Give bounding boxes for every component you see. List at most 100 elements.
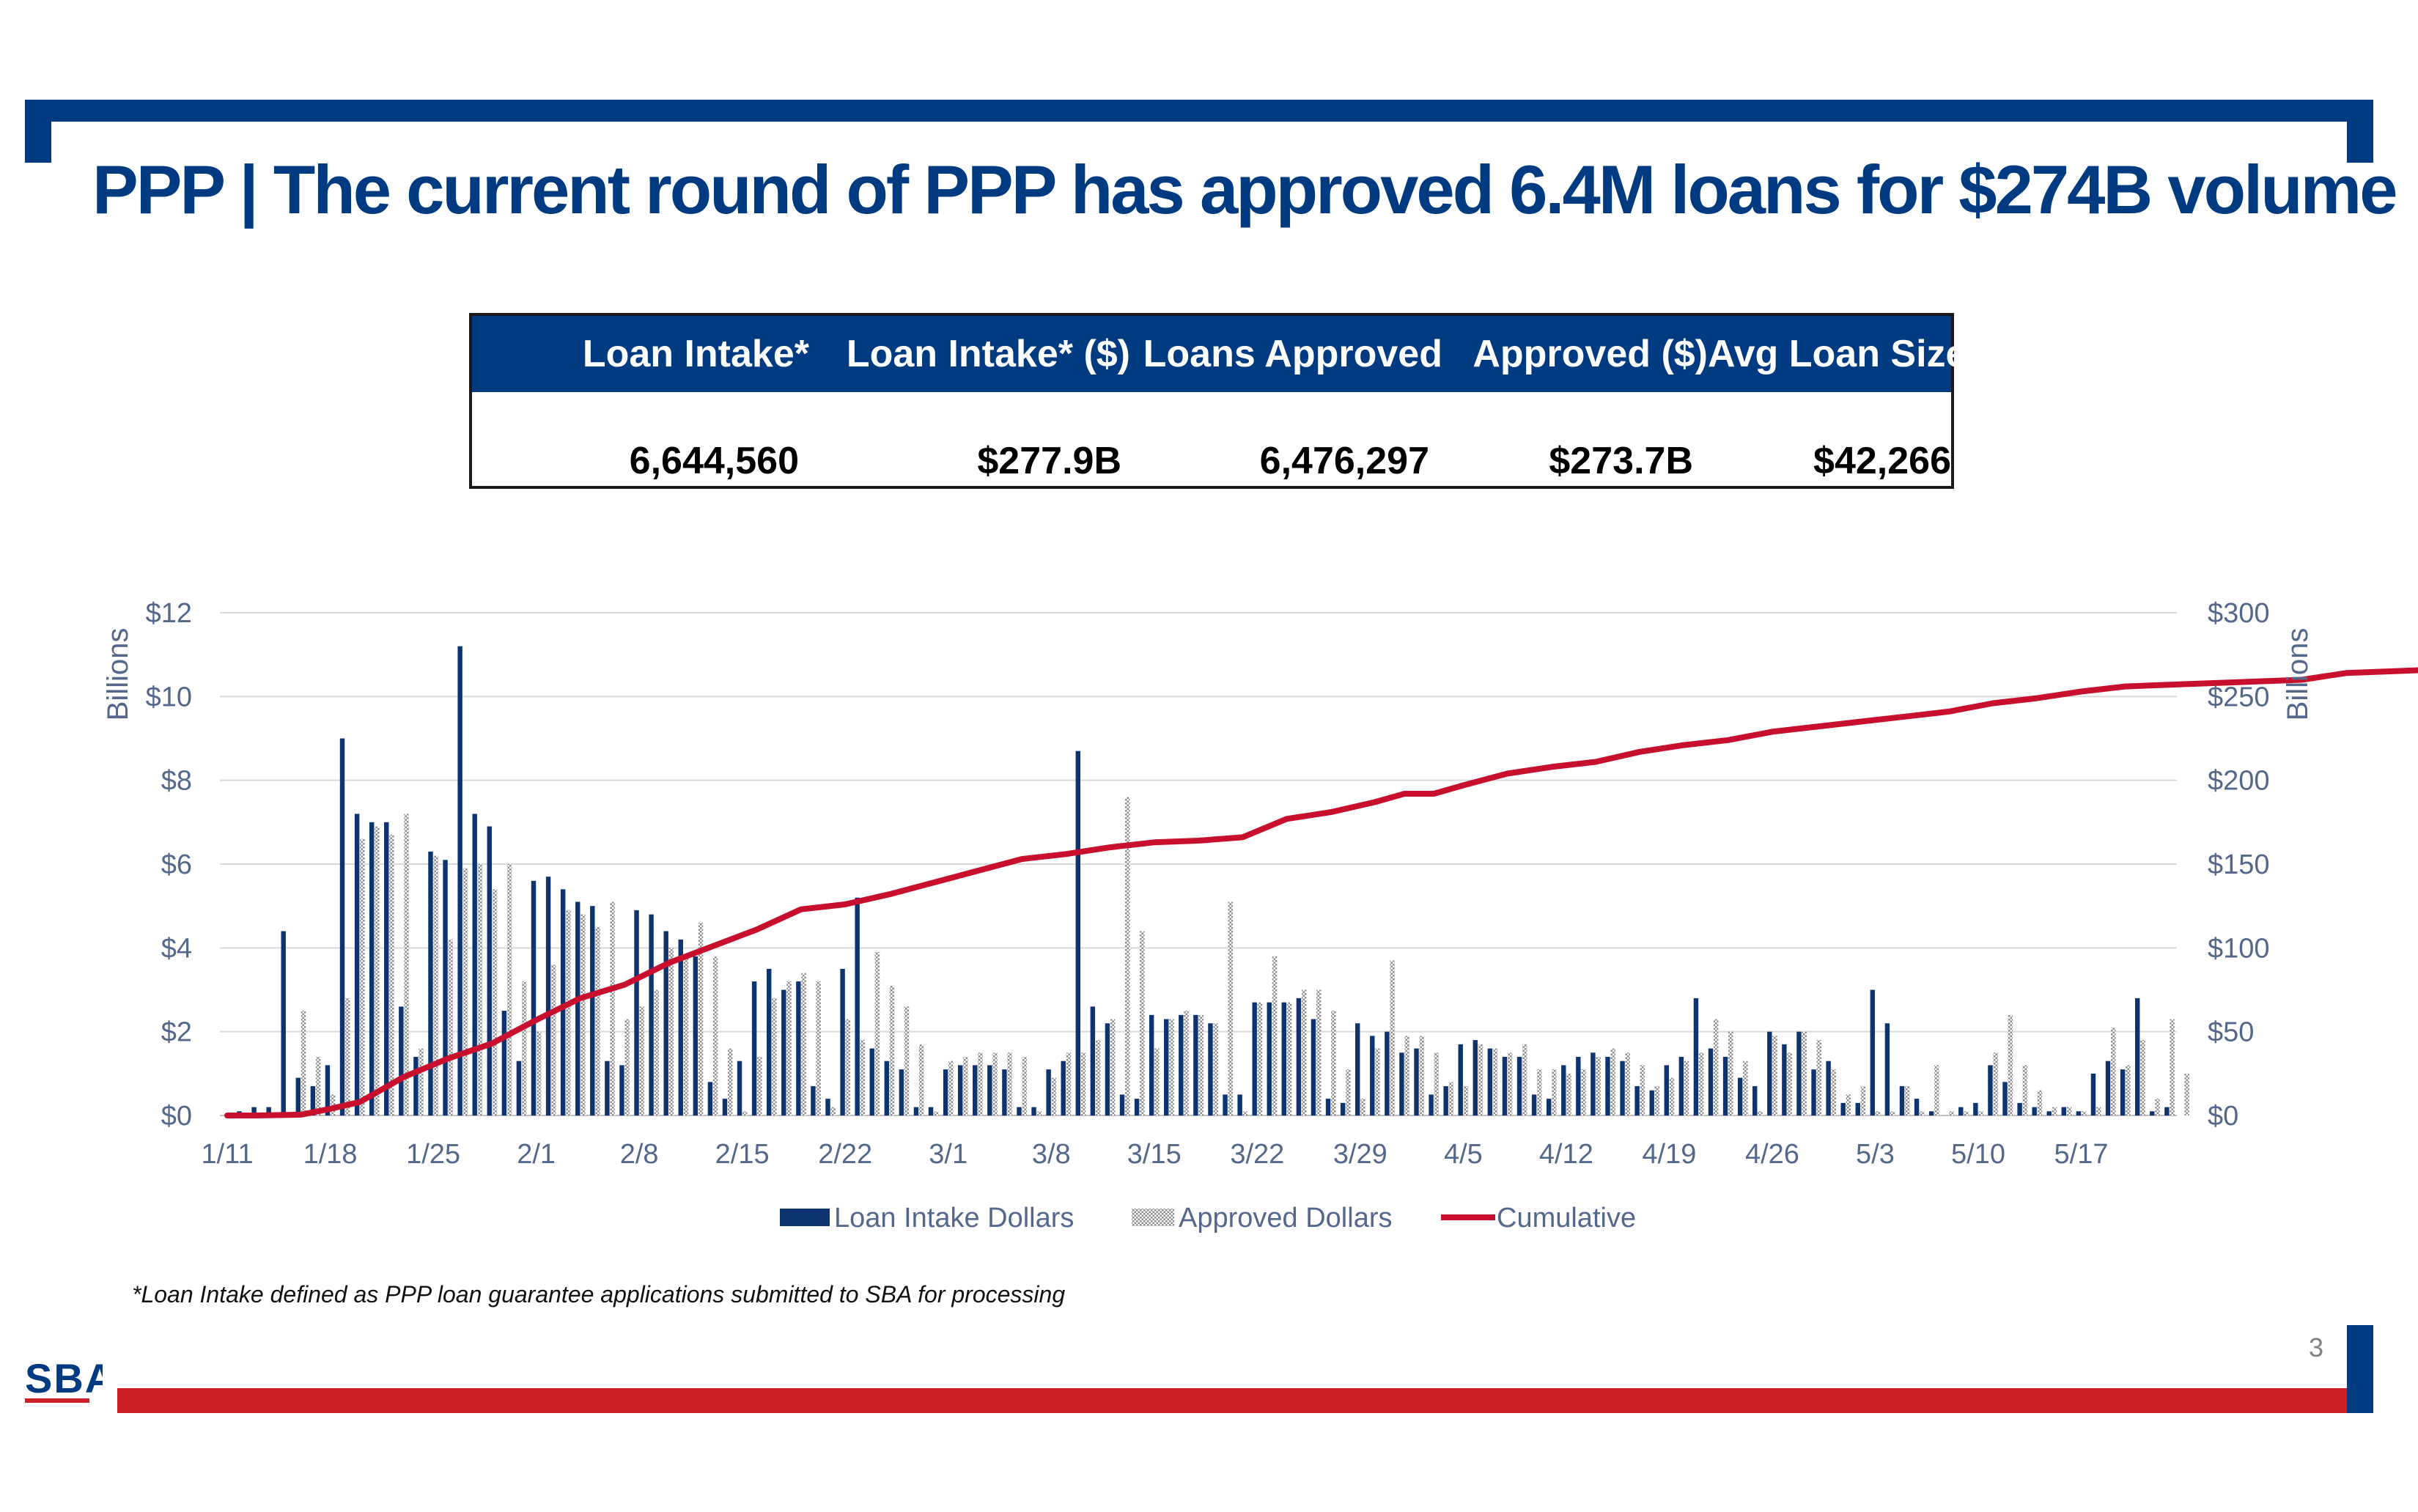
intake-bar xyxy=(1399,1052,1404,1115)
approved-bar xyxy=(1066,1052,1072,1115)
approved-bar xyxy=(1375,1048,1380,1115)
approved-bar xyxy=(566,910,571,1115)
approved-bar xyxy=(375,826,380,1115)
intake-bar xyxy=(884,1061,890,1115)
intake-bar xyxy=(1223,1094,1228,1115)
approved-bar xyxy=(1404,1036,1409,1115)
approved-bar xyxy=(492,889,498,1115)
approved-bar xyxy=(683,956,689,1115)
approved-bar xyxy=(1566,1073,1571,1115)
left-tick-label: $0 xyxy=(161,1101,192,1132)
intake-bar xyxy=(1649,1090,1654,1115)
sba-logo-text: SBA xyxy=(25,1355,103,1401)
intake-bar xyxy=(2017,1102,2022,1115)
intake-bar xyxy=(2002,1082,2008,1115)
intake-bar xyxy=(1193,1014,1198,1115)
intake-bar xyxy=(1179,1014,1184,1115)
top-right-accent xyxy=(2347,100,2373,163)
intake-bar xyxy=(781,989,786,1115)
right-axis-ticks: $0 $50 $100 $150 $200 $250 $300 xyxy=(2208,598,2270,1132)
intake-bar xyxy=(2120,1069,2126,1115)
intake-bar xyxy=(1973,1102,1978,1115)
intake-bar xyxy=(590,906,595,1115)
intake-bar xyxy=(1576,1056,1581,1115)
intake-bar xyxy=(516,1061,522,1115)
intake-bar xyxy=(957,1065,963,1115)
right-tick-label: $50 xyxy=(2208,1017,2254,1048)
sba-logo: SBA xyxy=(25,1355,103,1403)
intake-bar xyxy=(1531,1094,1537,1115)
intake-bar xyxy=(281,931,286,1115)
approved-bar xyxy=(1669,1077,1675,1115)
approved-bar xyxy=(742,1111,748,1115)
footnote: *Loan Intake defined as PPP loan guarant… xyxy=(132,1281,1066,1308)
approved-bar xyxy=(1184,1011,1189,1115)
right-tick-label: $100 xyxy=(2208,933,2270,964)
gridlines xyxy=(220,612,2177,1116)
x-tick-label: 2/15 xyxy=(715,1139,770,1170)
approved-bar xyxy=(315,1056,321,1115)
intake-bar xyxy=(899,1069,904,1115)
approved-bar xyxy=(874,952,880,1115)
intake-bar xyxy=(1782,1044,1787,1115)
left-tick-label: $4 xyxy=(161,933,192,964)
approved-bar xyxy=(2111,1027,2116,1115)
intake-bar xyxy=(1237,1094,1242,1115)
x-tick-label: 2/22 xyxy=(818,1139,872,1170)
approved-bar xyxy=(1036,1111,1042,1115)
intake-bar xyxy=(1355,1023,1360,1115)
intake-bar xyxy=(605,1061,610,1115)
approved-bar xyxy=(360,838,365,1115)
intake-bar xyxy=(1443,1085,1448,1115)
intake-bar xyxy=(1075,751,1080,1115)
approved-bar xyxy=(521,981,527,1115)
approved-bar xyxy=(1198,1014,1204,1115)
approved-bar xyxy=(2170,1019,2175,1115)
approved-bar xyxy=(1434,1052,1440,1115)
intake-bar xyxy=(1737,1077,1743,1115)
approved-bar xyxy=(2140,1040,2145,1115)
value-avg-loan-size: $42,266 xyxy=(1813,440,1951,482)
intake-bars xyxy=(237,646,2170,1115)
intake-bar xyxy=(1605,1056,1610,1115)
intake-bar xyxy=(1516,1056,1522,1115)
approved-bar xyxy=(1522,1044,1527,1115)
approved-bar xyxy=(1596,1056,1601,1115)
intake-bar xyxy=(2134,997,2140,1115)
intake-bar xyxy=(457,646,462,1115)
approved-bar xyxy=(1080,1052,1086,1115)
approved-bar xyxy=(1743,1061,1748,1115)
approved-bar xyxy=(595,926,600,1115)
intake-bar xyxy=(1340,1102,1346,1115)
approved-bar xyxy=(668,948,674,1115)
left-axis-title: Billions xyxy=(102,628,134,721)
intake-bar xyxy=(443,860,448,1115)
intake-bar xyxy=(1090,1006,1096,1115)
intake-bar xyxy=(1325,1099,1331,1115)
left-tick-label: $10 xyxy=(146,682,192,712)
top-left-accent xyxy=(25,100,51,163)
intake-bar xyxy=(722,1099,728,1115)
value-loan-intake: 6,644,560 xyxy=(629,440,799,482)
x-tick-label: 1/18 xyxy=(303,1139,358,1170)
intake-bar xyxy=(2090,1073,2096,1115)
intake-bar xyxy=(1017,1107,1022,1115)
approved-bar xyxy=(1360,1099,1365,1115)
intake-bar xyxy=(325,1065,331,1115)
approved-bar xyxy=(1552,1069,1557,1115)
intake-bar xyxy=(1208,1023,1213,1115)
intake-bar xyxy=(2076,1111,2082,1115)
intake-bar xyxy=(472,814,477,1115)
approved-bar xyxy=(1242,1111,1248,1115)
approved-bar xyxy=(1581,1069,1586,1115)
bottom-accent-bar xyxy=(117,1388,2372,1413)
intake-bar xyxy=(1429,1094,1434,1115)
intake-bar xyxy=(1252,1002,1257,1115)
approved-bar xyxy=(1802,1031,1807,1115)
intake-bar xyxy=(1988,1065,1993,1115)
intake-bar xyxy=(354,814,360,1115)
intake-bar xyxy=(1767,1031,1772,1115)
intake-bar xyxy=(1296,997,1302,1115)
intake-bar xyxy=(1693,997,1699,1115)
intake-bar xyxy=(649,914,654,1115)
